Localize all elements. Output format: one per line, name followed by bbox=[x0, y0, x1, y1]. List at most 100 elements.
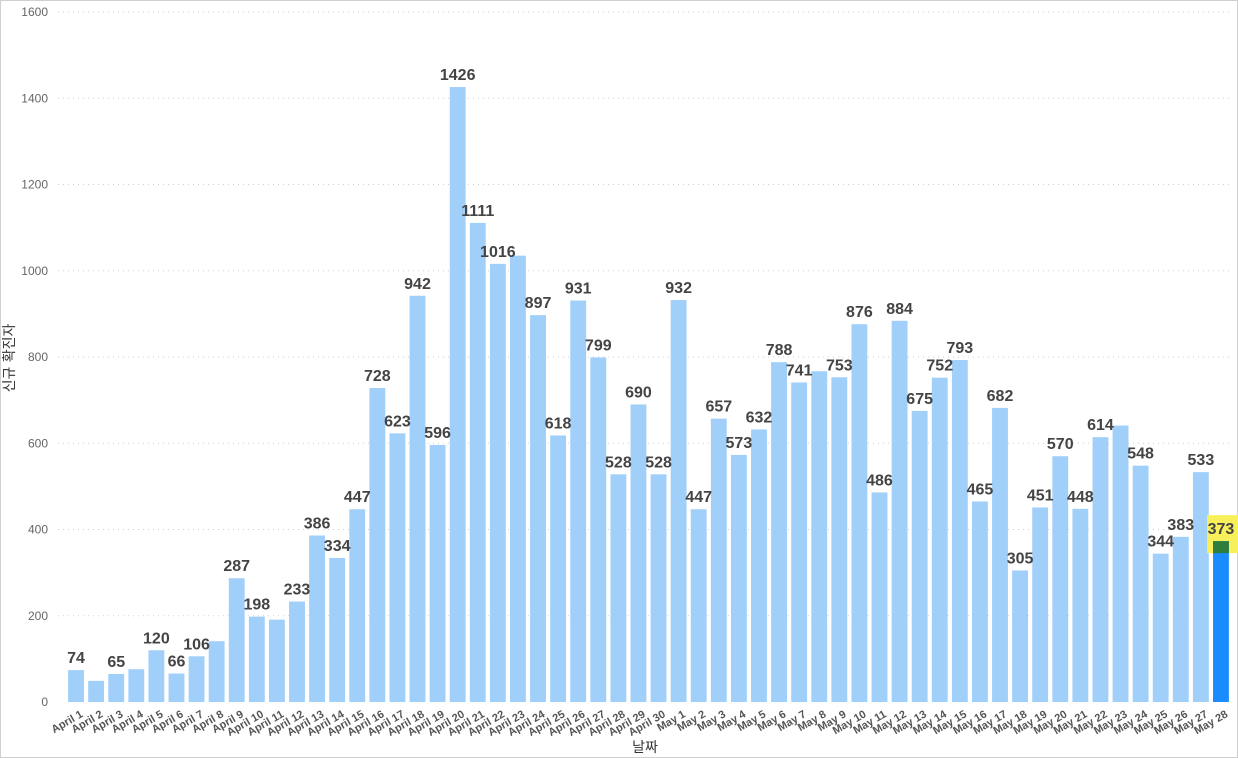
data-label: 451 bbox=[1027, 488, 1054, 505]
bar[interactable] bbox=[268, 619, 285, 702]
bar[interactable] bbox=[791, 382, 808, 702]
bar[interactable] bbox=[530, 315, 546, 702]
bar[interactable] bbox=[409, 295, 426, 702]
bar[interactable] bbox=[771, 362, 787, 702]
bar[interactable] bbox=[751, 429, 767, 702]
bar[interactable] bbox=[1192, 472, 1209, 702]
bar[interactable] bbox=[871, 492, 888, 702]
data-label: 931 bbox=[565, 281, 592, 298]
bar[interactable] bbox=[168, 673, 185, 702]
bar[interactable] bbox=[1052, 456, 1069, 702]
bar[interactable] bbox=[329, 557, 346, 702]
bar[interactable] bbox=[1012, 570, 1029, 702]
bar[interactable] bbox=[389, 433, 406, 702]
bar[interactable] bbox=[610, 474, 627, 702]
bar[interactable] bbox=[992, 407, 1008, 702]
bar[interactable] bbox=[469, 222, 486, 702]
data-label: 383 bbox=[1167, 517, 1194, 534]
data-label: 465 bbox=[967, 481, 994, 498]
bar[interactable] bbox=[228, 578, 245, 702]
bar[interactable] bbox=[1072, 508, 1089, 702]
bar[interactable] bbox=[510, 255, 526, 702]
data-label: 596 bbox=[424, 425, 451, 442]
data-label: 618 bbox=[545, 415, 572, 432]
bar[interactable] bbox=[670, 300, 687, 702]
data-label: 386 bbox=[304, 516, 331, 533]
bar[interactable] bbox=[1112, 425, 1129, 702]
y-tick-label: 1400 bbox=[21, 91, 48, 105]
bar[interactable] bbox=[88, 680, 105, 702]
bars bbox=[68, 87, 1238, 703]
y-tick-label: 1000 bbox=[21, 264, 48, 278]
bar[interactable] bbox=[570, 300, 587, 702]
bar[interactable] bbox=[710, 418, 727, 702]
bar[interactable] bbox=[971, 501, 988, 702]
bar[interactable] bbox=[951, 360, 968, 702]
bar[interactable] bbox=[1132, 465, 1149, 702]
y-tick-label: 800 bbox=[28, 350, 48, 364]
data-label: 448 bbox=[1067, 489, 1094, 506]
bar[interactable] bbox=[309, 535, 326, 702]
bar[interactable] bbox=[811, 371, 828, 702]
y-axis-title: 신규 확진자 bbox=[2, 323, 18, 392]
bar[interactable] bbox=[550, 435, 567, 702]
data-label: 305 bbox=[1007, 550, 1034, 567]
data-label: 65 bbox=[107, 654, 125, 671]
data-label: 690 bbox=[625, 384, 652, 401]
highlight-overlap bbox=[1213, 541, 1229, 554]
bar[interactable] bbox=[208, 641, 225, 702]
data-label: 788 bbox=[766, 342, 793, 359]
data-label: 120 bbox=[143, 630, 170, 647]
data-label: 753 bbox=[826, 357, 853, 374]
bar[interactable] bbox=[1032, 507, 1049, 702]
data-label: 533 bbox=[1188, 452, 1215, 469]
data-label: 897 bbox=[525, 295, 552, 312]
bar[interactable] bbox=[429, 444, 446, 702]
bar[interactable] bbox=[911, 410, 928, 702]
bar[interactable] bbox=[690, 509, 707, 702]
data-label: 74 bbox=[67, 650, 85, 667]
bar[interactable] bbox=[108, 673, 125, 702]
bar[interactable] bbox=[831, 377, 848, 702]
y-tick-label: 400 bbox=[28, 523, 48, 537]
bar-highlighted[interactable] bbox=[1213, 541, 1229, 702]
data-label: 66 bbox=[168, 654, 186, 671]
data-label: 233 bbox=[284, 582, 311, 599]
y-tick-label: 600 bbox=[28, 436, 48, 450]
bar[interactable] bbox=[1092, 437, 1109, 702]
bar[interactable] bbox=[851, 324, 868, 702]
bar[interactable] bbox=[289, 601, 305, 702]
bar[interactable] bbox=[248, 616, 265, 702]
bar[interactable] bbox=[148, 650, 165, 702]
data-label: 106 bbox=[183, 636, 210, 653]
bar[interactable] bbox=[68, 670, 84, 702]
bar[interactable] bbox=[730, 454, 747, 702]
bar[interactable] bbox=[1152, 553, 1169, 702]
bar[interactable] bbox=[650, 474, 667, 702]
data-label: 528 bbox=[645, 454, 672, 471]
bar[interactable] bbox=[449, 87, 466, 703]
data-label: 373 bbox=[1208, 521, 1235, 538]
data-label: 884 bbox=[886, 301, 913, 318]
y-axis-ticks: 0 200 400 600 800 1000 1200 1400 1600 bbox=[21, 5, 48, 709]
data-label: 486 bbox=[866, 472, 893, 489]
bar[interactable] bbox=[891, 320, 908, 702]
data-label: 1111 bbox=[461, 203, 494, 220]
bar[interactable] bbox=[590, 357, 607, 702]
bar[interactable] bbox=[630, 404, 647, 702]
data-label: 334 bbox=[324, 538, 351, 555]
bar[interactable] bbox=[188, 656, 205, 702]
bar[interactable] bbox=[489, 263, 506, 702]
bar[interactable] bbox=[128, 669, 145, 702]
bar[interactable] bbox=[369, 388, 386, 702]
bar[interactable] bbox=[1172, 536, 1189, 702]
data-label: 752 bbox=[926, 358, 953, 375]
data-label: 528 bbox=[605, 454, 632, 471]
data-label: 344 bbox=[1147, 534, 1174, 551]
data-label: 657 bbox=[705, 399, 732, 416]
bar[interactable] bbox=[349, 509, 366, 702]
data-label: 741 bbox=[786, 362, 813, 379]
y-tick-label: 200 bbox=[28, 609, 48, 623]
bar[interactable] bbox=[931, 377, 948, 702]
